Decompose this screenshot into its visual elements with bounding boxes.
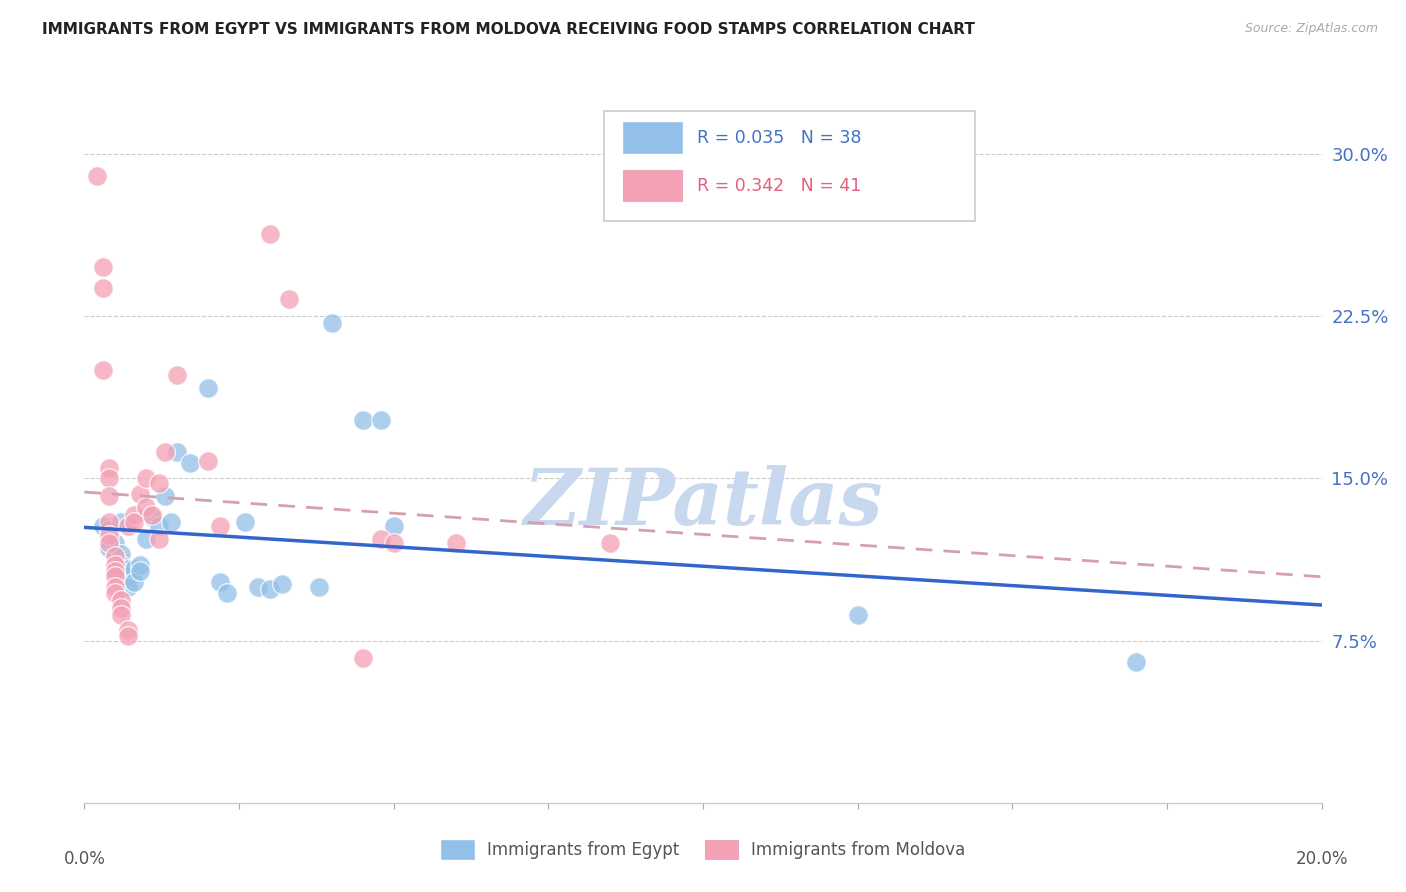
Point	[148, 532, 170, 546]
Point	[104, 536, 127, 550]
Point	[98, 536, 121, 550]
Point	[129, 558, 152, 572]
Point	[352, 651, 374, 665]
Point	[148, 519, 170, 533]
Point	[91, 363, 114, 377]
Point	[846, 607, 869, 622]
Point	[110, 592, 132, 607]
Point	[98, 527, 121, 541]
Point	[141, 508, 163, 523]
Point	[209, 575, 232, 590]
Point	[91, 260, 114, 274]
Point	[122, 515, 145, 529]
Point	[197, 454, 219, 468]
Point	[110, 601, 132, 615]
Legend: Immigrants from Egypt, Immigrants from Moldova: Immigrants from Egypt, Immigrants from M…	[434, 834, 972, 866]
Bar	[623, 169, 682, 202]
Point	[277, 292, 299, 306]
Point	[209, 519, 232, 533]
Text: 20.0%: 20.0%	[1295, 850, 1348, 869]
Point	[370, 413, 392, 427]
Text: R = 0.035   N = 38: R = 0.035 N = 38	[697, 128, 862, 146]
Point	[98, 541, 121, 555]
Point	[98, 515, 121, 529]
Point	[117, 519, 139, 533]
Point	[110, 607, 132, 622]
Point	[599, 536, 621, 550]
Point	[117, 562, 139, 576]
Point	[135, 500, 157, 514]
Point	[197, 381, 219, 395]
Point	[98, 524, 121, 538]
Point	[166, 445, 188, 459]
Bar	[623, 122, 682, 153]
Point	[382, 536, 405, 550]
Point	[122, 562, 145, 576]
Point	[135, 471, 157, 485]
Point	[104, 568, 127, 582]
Point	[110, 558, 132, 572]
Point	[135, 532, 157, 546]
Point	[117, 580, 139, 594]
Point	[104, 558, 127, 572]
Point	[148, 475, 170, 490]
Point	[117, 623, 139, 637]
Point	[104, 565, 127, 579]
Point	[233, 515, 256, 529]
Text: 0.0%: 0.0%	[63, 850, 105, 869]
Point	[166, 368, 188, 382]
Point	[259, 582, 281, 596]
Text: IMMIGRANTS FROM EGYPT VS IMMIGRANTS FROM MOLDOVA RECEIVING FOOD STAMPS CORRELATI: IMMIGRANTS FROM EGYPT VS IMMIGRANTS FROM…	[42, 22, 974, 37]
Point	[110, 547, 132, 561]
Text: R = 0.342   N = 41: R = 0.342 N = 41	[697, 177, 860, 194]
Point	[104, 586, 127, 600]
Text: Source: ZipAtlas.com: Source: ZipAtlas.com	[1244, 22, 1378, 36]
Point	[98, 489, 121, 503]
Point	[444, 536, 467, 550]
Point	[259, 227, 281, 241]
Point	[129, 486, 152, 500]
Point	[122, 575, 145, 590]
Point	[104, 549, 127, 564]
Point	[91, 519, 114, 533]
Point	[104, 562, 127, 576]
Point	[122, 508, 145, 523]
Point	[129, 565, 152, 579]
Point	[86, 169, 108, 183]
Text: ZIPatlas: ZIPatlas	[523, 465, 883, 541]
Point	[98, 471, 121, 485]
Point	[271, 577, 294, 591]
Point	[179, 456, 201, 470]
Point	[370, 532, 392, 546]
Point	[104, 580, 127, 594]
Point	[321, 316, 343, 330]
Point	[382, 519, 405, 533]
Point	[153, 489, 176, 503]
Point	[104, 551, 127, 566]
Point	[246, 580, 269, 594]
Point	[308, 580, 330, 594]
Point	[160, 515, 183, 529]
Point	[110, 515, 132, 529]
Point	[141, 510, 163, 524]
Point	[98, 460, 121, 475]
Point	[352, 413, 374, 427]
Point	[117, 568, 139, 582]
Point	[98, 532, 121, 546]
Point	[91, 281, 114, 295]
FancyBboxPatch shape	[605, 111, 976, 221]
Y-axis label: Receiving Food Stamps: Receiving Food Stamps	[0, 350, 8, 542]
Point	[117, 629, 139, 643]
Point	[215, 586, 238, 600]
Point	[153, 445, 176, 459]
Point	[1125, 655, 1147, 669]
